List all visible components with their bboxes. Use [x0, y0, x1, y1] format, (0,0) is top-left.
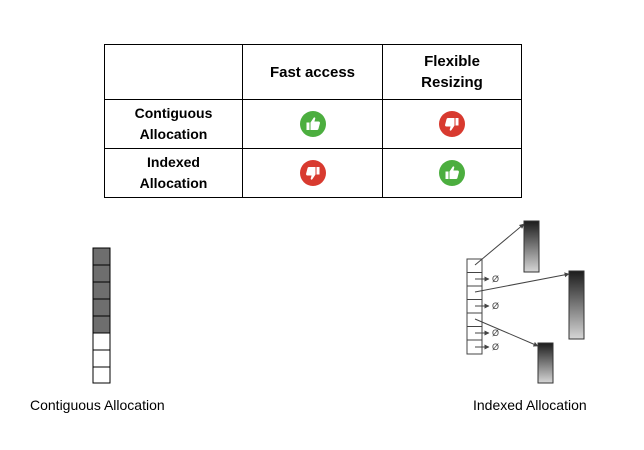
thumbs-down-icon [439, 111, 465, 137]
data-block [537, 342, 554, 384]
thumbs-up-icon [299, 111, 326, 137]
pointer-arrow [474, 272, 570, 293]
indexed-flexible-resizing-cell [382, 148, 522, 198]
comparison-table: Fast access Flexible Resizing Contiguous… [104, 44, 522, 198]
empty-block [92, 349, 111, 368]
data-block [568, 270, 585, 340]
indexed-fast-access-cell [242, 148, 383, 198]
table-row: Contiguous Allocation [104, 99, 522, 149]
indexed-allocation-caption: Indexed Allocation [473, 397, 587, 413]
contiguous-block-stack [92, 247, 111, 384]
row-header-indexed: Indexed Allocation [104, 148, 243, 198]
table-row: Indexed Allocation [104, 148, 522, 198]
filled-block [92, 264, 111, 283]
pointer-arrow [474, 223, 525, 266]
flexible-resizing-label: Flexible Resizing [421, 53, 483, 91]
thumbs-down-icon [299, 160, 326, 186]
contiguous-row-label: Contiguous Allocation [134, 105, 213, 142]
null-symbol: Ø [492, 342, 499, 352]
indexed-row-label: Indexed Allocation [139, 154, 208, 191]
null-symbol: Ø [492, 274, 499, 284]
empty-block [92, 366, 111, 384]
index-pointer-arrows [474, 223, 570, 350]
filled-block [92, 281, 111, 300]
thumbs-up-icon [439, 160, 465, 186]
null-symbols: Ø Ø Ø Ø [492, 274, 499, 352]
row-header-contiguous: Contiguous Allocation [104, 99, 243, 149]
contiguous-allocation-caption: Contiguous Allocation [30, 397, 165, 413]
table-corner-cell [104, 44, 243, 100]
contiguous-fast-access-cell [242, 99, 383, 149]
filled-block [92, 247, 111, 266]
filled-block [92, 298, 111, 317]
empty-block [92, 332, 111, 351]
null-symbol: Ø [492, 301, 499, 311]
pointer-arrow [474, 318, 539, 347]
filled-block [92, 315, 111, 334]
contiguous-flexible-resizing-cell [382, 99, 522, 149]
data-block [523, 220, 540, 273]
null-symbol: Ø [492, 328, 499, 338]
